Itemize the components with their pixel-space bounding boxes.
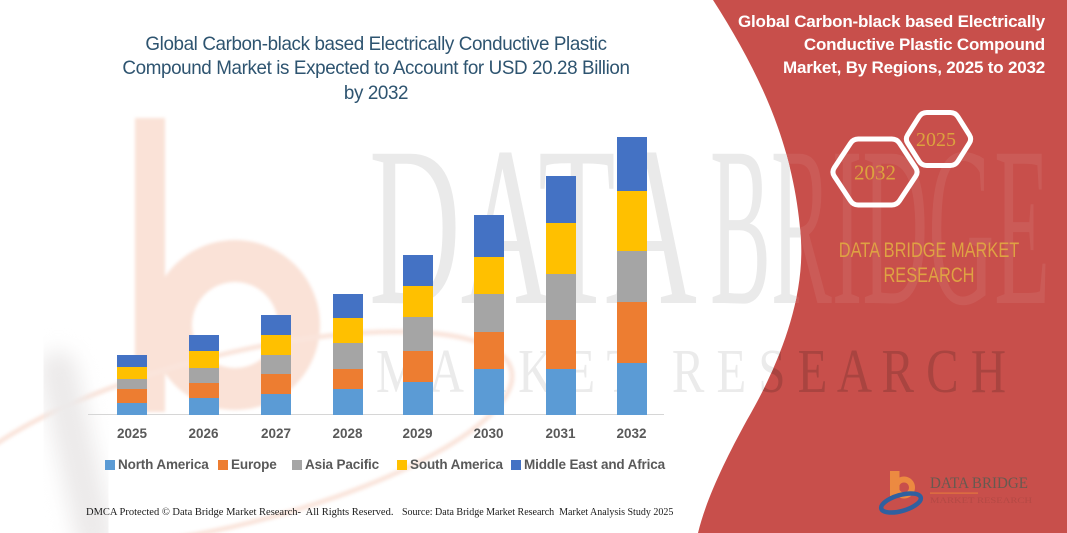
svg-text:MARKET RESEARCH: MARKET RESEARCH bbox=[930, 496, 1032, 505]
svg-text:DATA BRIDGE: DATA BRIDGE bbox=[930, 475, 1028, 492]
svg-text:2032: 2032 bbox=[854, 161, 896, 185]
svg-text:M A R K E T R E S E A R C H: M A R K E T R E S E A R C H bbox=[376, 338, 1006, 406]
svg-text:2025: 2025 bbox=[916, 129, 956, 151]
